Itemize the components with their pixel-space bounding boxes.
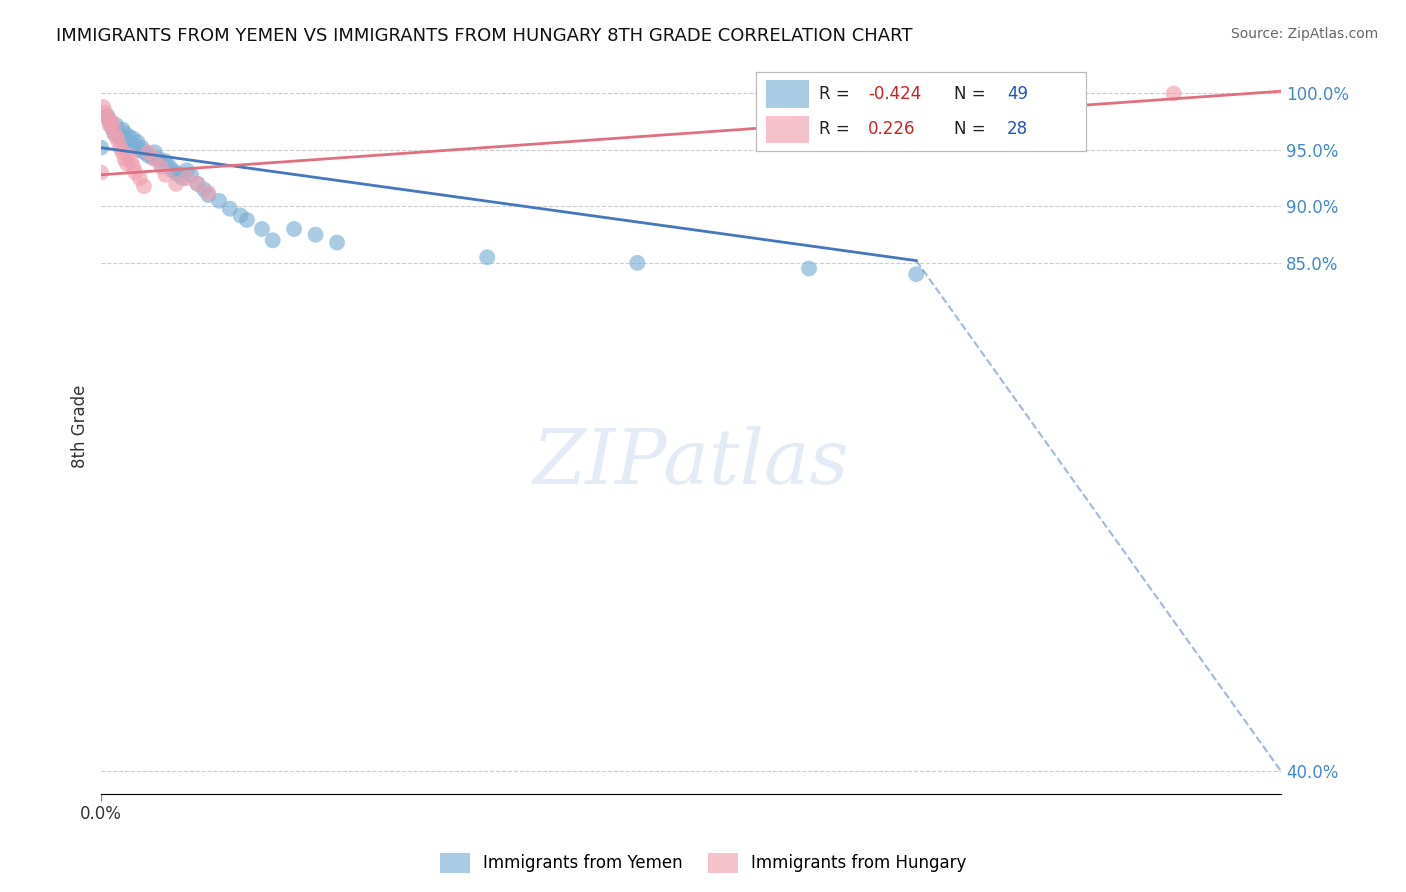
- Point: [172, 171, 194, 186]
- Point: [110, 131, 132, 145]
- Point: [136, 145, 159, 160]
- Point: [107, 134, 129, 148]
- Point: [187, 177, 209, 191]
- Point: [150, 156, 173, 170]
- Point: [96, 109, 118, 123]
- Point: [111, 145, 134, 160]
- Point: [114, 152, 136, 166]
- Point: [96, 112, 118, 126]
- Point: [132, 179, 155, 194]
- Y-axis label: 8th Grade: 8th Grade: [72, 385, 89, 468]
- Legend: Immigrants from Yemen, Immigrants from Hungary: Immigrants from Yemen, Immigrants from H…: [433, 847, 973, 880]
- Point: [148, 152, 170, 166]
- Point: [197, 186, 219, 200]
- Point: [127, 135, 149, 149]
- Point: [115, 134, 138, 148]
- Point: [1163, 87, 1185, 101]
- Point: [304, 227, 326, 242]
- Point: [128, 143, 150, 157]
- Point: [218, 202, 240, 216]
- Point: [107, 126, 129, 140]
- Point: [122, 131, 145, 145]
- Point: [165, 177, 187, 191]
- Point: [103, 126, 125, 140]
- Point: [165, 165, 187, 179]
- Text: Source: ZipAtlas.com: Source: ZipAtlas.com: [1230, 27, 1378, 41]
- Point: [180, 168, 202, 182]
- Point: [193, 182, 215, 196]
- Point: [120, 154, 142, 169]
- Text: ZIPatlas: ZIPatlas: [533, 426, 849, 500]
- Point: [118, 129, 141, 144]
- Point: [141, 151, 163, 165]
- Point: [176, 171, 198, 186]
- Point: [236, 213, 259, 227]
- Text: IMMIGRANTS FROM YEMEN VS IMMIGRANTS FROM HUNGARY 8TH GRADE CORRELATION CHART: IMMIGRANTS FROM YEMEN VS IMMIGRANTS FROM…: [56, 27, 912, 45]
- Point: [229, 209, 252, 223]
- Point: [176, 163, 198, 178]
- Point: [143, 145, 166, 160]
- Point: [128, 171, 150, 186]
- Point: [91, 100, 114, 114]
- Point: [197, 188, 219, 202]
- Point: [115, 156, 138, 170]
- Point: [94, 105, 117, 120]
- Point: [250, 222, 273, 236]
- Point: [110, 141, 132, 155]
- Point: [131, 141, 153, 155]
- Point: [143, 152, 166, 166]
- Point: [111, 129, 134, 144]
- Point: [160, 163, 183, 178]
- Point: [132, 145, 155, 160]
- Point: [120, 137, 142, 152]
- Point: [90, 141, 112, 155]
- Point: [187, 177, 209, 191]
- Point: [105, 129, 128, 144]
- Point: [124, 139, 146, 153]
- Point: [905, 267, 928, 281]
- Point: [797, 261, 820, 276]
- Point: [155, 168, 177, 182]
- Point: [98, 118, 121, 132]
- Point: [477, 250, 499, 264]
- Point: [626, 256, 648, 270]
- Point: [167, 168, 190, 182]
- Point: [98, 114, 121, 128]
- Point: [114, 126, 136, 140]
- Point: [283, 222, 305, 236]
- Point: [208, 194, 231, 208]
- Point: [90, 165, 112, 179]
- Point: [326, 235, 349, 250]
- Point: [136, 148, 159, 162]
- Point: [124, 165, 146, 179]
- Point: [103, 122, 125, 136]
- Point: [111, 122, 134, 136]
- Point: [159, 160, 181, 174]
- Point: [100, 114, 122, 128]
- Point: [122, 160, 145, 174]
- Point: [105, 118, 128, 132]
- Point: [118, 148, 141, 162]
- Point: [100, 120, 122, 135]
- Point: [262, 233, 284, 247]
- Point: [155, 154, 177, 169]
- Point: [150, 160, 173, 174]
